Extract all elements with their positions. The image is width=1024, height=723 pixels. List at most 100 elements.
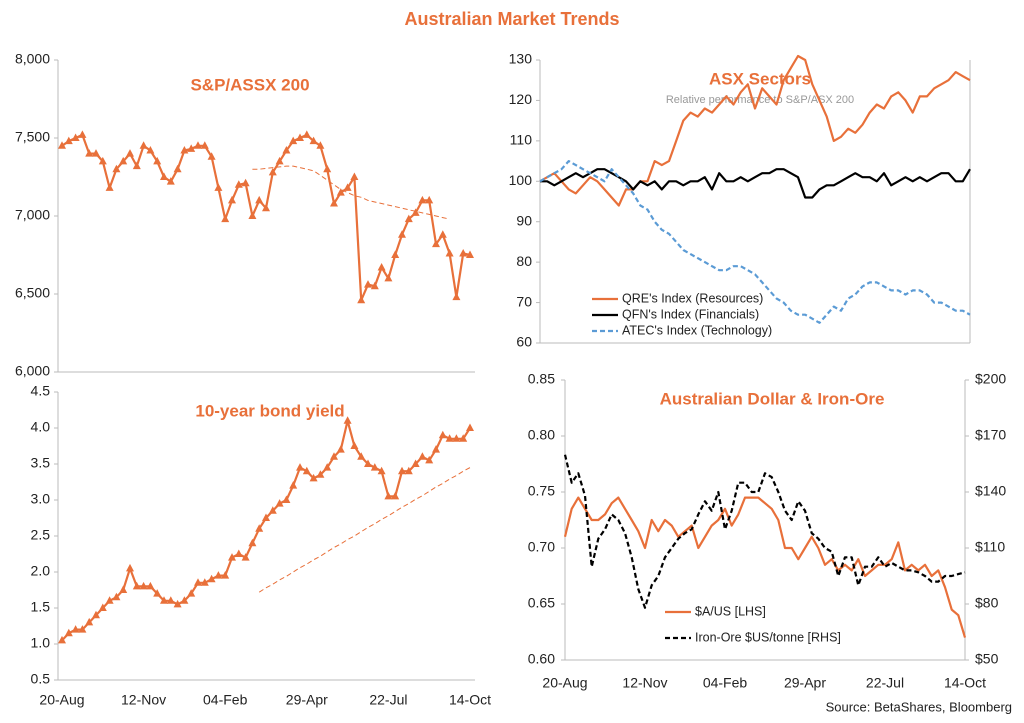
point-marker <box>377 466 386 475</box>
point-marker <box>146 145 155 154</box>
point-marker <box>391 491 400 500</box>
point-marker <box>153 589 162 597</box>
y-tick-label: 3.0 <box>31 491 51 507</box>
point-marker <box>187 589 196 597</box>
y-tick-label: 120 <box>509 91 533 107</box>
x-tick-label: 29-Apr <box>784 675 826 691</box>
point-marker <box>187 144 196 152</box>
point-marker <box>425 455 434 464</box>
point-marker <box>309 473 318 482</box>
legend-label: QRE's Index (Resources) <box>622 291 763 305</box>
series-line <box>540 168 971 199</box>
point-marker <box>323 463 332 471</box>
point-marker <box>452 434 461 442</box>
point-marker <box>228 195 236 204</box>
y2-tick-label: $50 <box>975 651 999 667</box>
point-marker <box>309 136 318 145</box>
point-marker <box>438 430 447 439</box>
y-tick-label: 8,000 <box>15 51 50 67</box>
point-marker <box>316 141 325 149</box>
point-marker <box>153 156 162 165</box>
point-marker <box>370 463 379 471</box>
point-marker <box>370 281 379 290</box>
point-marker <box>438 230 447 238</box>
y-tick-label: 1.5 <box>31 599 51 615</box>
point-marker <box>289 136 298 145</box>
y-tick-label: 2.0 <box>31 563 51 579</box>
point-marker <box>330 199 338 207</box>
x-tick-label: 12-Nov <box>622 675 667 691</box>
x-tick-label: 22-Jul <box>866 675 904 691</box>
point-marker <box>126 563 134 572</box>
point-marker <box>282 495 291 503</box>
point-marker <box>411 459 420 467</box>
series-line <box>563 496 967 638</box>
point-marker <box>98 156 107 165</box>
point-marker <box>364 459 372 467</box>
point-marker <box>350 172 359 180</box>
legend-label: ATEC's Index (Technology) <box>622 323 772 337</box>
series-line <box>539 54 971 207</box>
chart-subtitle: Relative performance to S&P/ASX 200 <box>666 94 854 106</box>
point-marker <box>146 581 155 590</box>
point-marker <box>64 136 73 145</box>
point-marker <box>139 141 148 149</box>
y-tick-label: 110 <box>510 132 533 148</box>
point-marker <box>262 513 270 521</box>
legend-label: $A/US [LHS] <box>695 604 766 618</box>
series-line <box>252 165 450 220</box>
point-marker <box>350 441 359 449</box>
y-tick-label: 0.70 <box>528 539 555 555</box>
page-title: Australian Market Trends <box>404 9 619 29</box>
x-tick-label: 20-Aug <box>542 675 587 691</box>
point-marker <box>64 628 73 637</box>
point-marker <box>180 145 189 154</box>
point-marker <box>92 149 100 157</box>
y2-tick-label: $200 <box>975 371 1006 387</box>
y-tick-label: 0.5 <box>31 671 51 687</box>
y-tick-label: 2.5 <box>31 527 51 543</box>
point-marker <box>241 553 250 561</box>
point-marker <box>377 262 386 271</box>
point-marker <box>343 183 352 191</box>
point-marker <box>139 581 148 590</box>
series-line <box>61 419 471 642</box>
series-line <box>539 160 971 324</box>
point-marker <box>466 250 474 258</box>
y-tick-label: 0.65 <box>528 595 555 611</box>
point-marker <box>214 571 223 579</box>
point-marker <box>119 585 128 593</box>
point-marker <box>214 183 223 191</box>
x-tick-label: 12-Nov <box>121 692 166 708</box>
point-marker <box>92 610 100 619</box>
point-marker <box>241 178 250 187</box>
x-tick-label: 29-Apr <box>286 692 328 708</box>
point-marker <box>357 452 366 460</box>
y-tick-label: 4.0 <box>31 419 51 435</box>
chart-title: 10-year bond yield <box>195 401 344 420</box>
point-marker <box>126 149 134 157</box>
point-marker <box>71 133 80 141</box>
point-marker <box>166 177 175 185</box>
point-marker <box>85 149 94 157</box>
point-marker <box>160 596 168 604</box>
chart-title: ASX Sectors <box>709 69 811 88</box>
point-marker <box>105 596 114 604</box>
y-tick-label: 90 <box>516 212 532 228</box>
point-marker <box>275 156 284 165</box>
point-marker <box>248 211 257 219</box>
point-marker <box>268 167 277 176</box>
chart-title: S&P/ASSX 200 <box>190 75 309 94</box>
point-marker <box>411 208 420 216</box>
point-marker <box>330 452 338 460</box>
y-tick-label: 70 <box>516 293 532 309</box>
point-marker <box>296 463 304 471</box>
point-marker <box>160 172 168 180</box>
point-marker <box>432 445 440 453</box>
point-marker <box>268 506 277 514</box>
point-marker <box>343 416 352 424</box>
chart-title: Australian Dollar & Iron-Ore <box>660 389 885 408</box>
point-marker <box>275 499 284 507</box>
x-tick-label: 14-Oct <box>449 692 491 708</box>
